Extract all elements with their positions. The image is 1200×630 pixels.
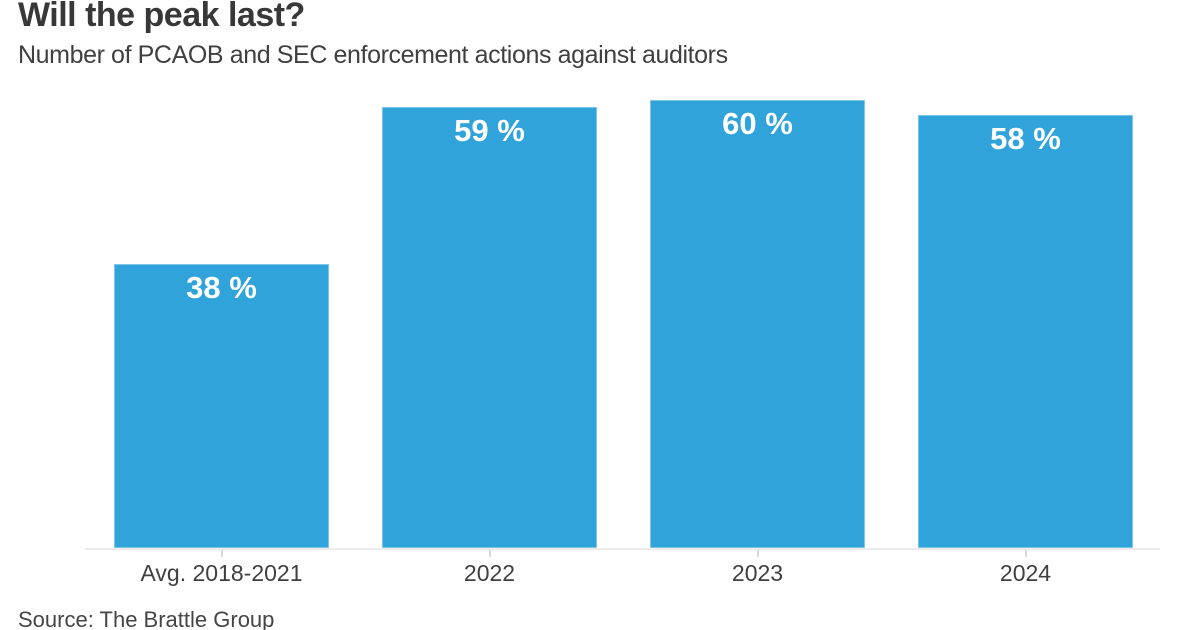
axis-tick <box>1024 550 1027 557</box>
axis-tick <box>756 550 759 557</box>
x-axis-label: 2023 <box>731 560 784 586</box>
x-axis-label: 2024 <box>999 560 1052 586</box>
bar: 58 % <box>918 115 1133 548</box>
bar-value-label: 38 % <box>186 270 257 305</box>
bar: 60 % <box>650 100 865 548</box>
chart-subtitle: Number of PCAOB and SEC enforcement acti… <box>18 41 728 69</box>
axis-tick <box>488 550 491 557</box>
bar-value-label: 58 % <box>990 121 1061 156</box>
x-axis-line <box>85 548 1160 550</box>
x-axis-label: 2022 <box>463 560 516 586</box>
chart-title: Will the peak last? <box>18 0 305 34</box>
bar-value-label: 60 % <box>722 106 793 141</box>
axis-tick <box>220 550 223 557</box>
bar: 38 % <box>114 264 329 548</box>
bar-value-label: 59 % <box>454 113 525 148</box>
bar: 59 % <box>382 107 597 548</box>
x-axis-label: Avg. 2018-2021 <box>140 560 303 586</box>
source-note: Source: The Brattle Group <box>18 607 275 630</box>
